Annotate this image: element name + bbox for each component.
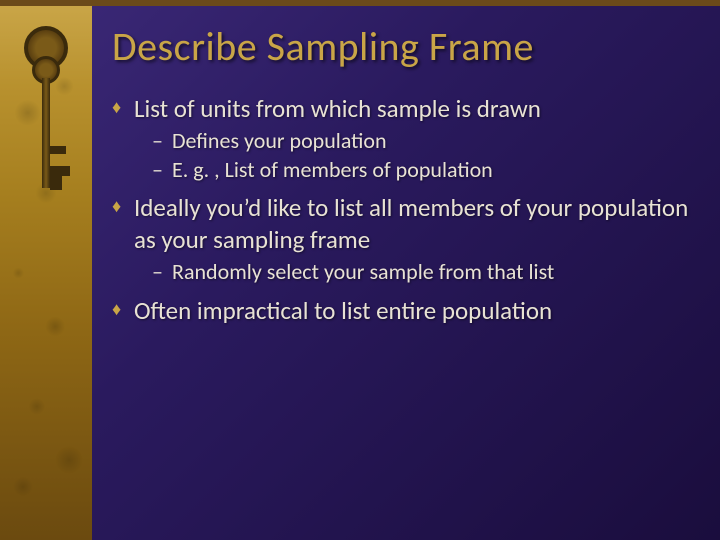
diamond-bullet-icon: ♦ bbox=[112, 93, 134, 122]
dash-bullet-icon: – bbox=[152, 156, 172, 185]
sidebar-decorative bbox=[0, 6, 92, 540]
bullet-item: ♦ List of units from which sample is dra… bbox=[112, 93, 692, 125]
dash-bullet-icon: – bbox=[152, 258, 172, 287]
sub-bullet-text: Defines your population bbox=[172, 127, 692, 156]
content-area: Describe Sampling Frame ♦ List of units … bbox=[92, 0, 720, 540]
bullet-item: ♦ Often impractical to list entire popul… bbox=[112, 295, 692, 327]
diamond-bullet-icon: ♦ bbox=[112, 295, 134, 324]
bullet-text: List of units from which sample is drawn bbox=[134, 93, 692, 125]
sub-bullet-group: – Defines your population – E. g. , List… bbox=[112, 127, 692, 184]
diamond-bullet-icon: ♦ bbox=[112, 192, 134, 221]
sub-bullet-text: Randomly select your sample from that li… bbox=[172, 258, 692, 287]
sub-bullet-item: – Defines your population bbox=[152, 127, 692, 156]
sub-bullet-text: E. g. , List of members of population bbox=[172, 156, 692, 185]
bullet-item: ♦ Ideally you’d like to list all members… bbox=[112, 192, 692, 256]
sub-bullet-item: – Randomly select your sample from that … bbox=[152, 258, 692, 287]
bullet-list: ♦ List of units from which sample is dra… bbox=[112, 93, 692, 327]
bullet-text: Often impractical to list entire populat… bbox=[134, 295, 692, 327]
sub-bullet-group: – Randomly select your sample from that … bbox=[112, 258, 692, 287]
bullet-text: Ideally you’d like to list all members o… bbox=[134, 192, 692, 256]
dash-bullet-icon: – bbox=[152, 127, 172, 156]
slide: Describe Sampling Frame ♦ List of units … bbox=[0, 0, 720, 540]
sub-bullet-item: – E. g. , List of members of population bbox=[152, 156, 692, 185]
key-icon bbox=[18, 26, 74, 216]
slide-title: Describe Sampling Frame bbox=[112, 22, 692, 71]
